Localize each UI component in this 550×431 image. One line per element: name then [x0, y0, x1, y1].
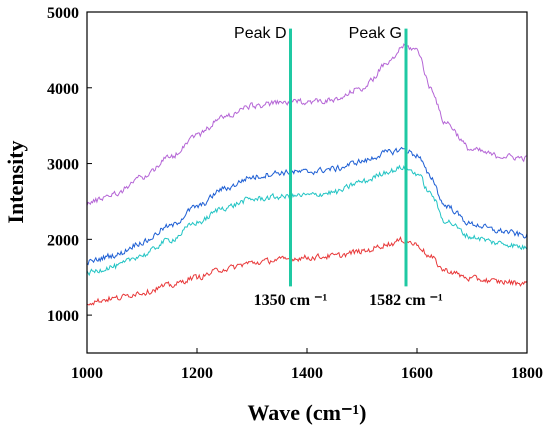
x-tick-label: 1600: [401, 365, 433, 382]
peak-marker-layer: Peak D 1350 cm ⁻¹ Peak G 1582 cm ⁻¹: [234, 25, 443, 309]
peak-value-label-2: 1582 cm ⁻¹: [369, 292, 443, 309]
y-axis-title: Intensity: [3, 140, 28, 223]
spectrum-line-2: [86, 146, 528, 266]
x-tick-label: 1800: [511, 365, 543, 382]
peak-value-label-1: 1350 cm ⁻¹: [254, 292, 328, 309]
y-tick-label: 4000: [47, 81, 79, 98]
x-axis-title: Wave (cm⁻¹): [247, 400, 366, 425]
spectrum-line-1: [86, 43, 528, 206]
y-tick-label: 3000: [47, 157, 79, 174]
series-layer: [86, 43, 528, 306]
y-tick-label: 2000: [47, 232, 79, 249]
y-tick-label: 5000: [47, 5, 79, 22]
y-tick-label: 1000: [47, 308, 79, 325]
spectrum-line-3: [86, 164, 528, 277]
peak-label-1: Peak D: [234, 25, 286, 42]
x-tick-label: 1000: [71, 365, 103, 382]
spectrum-line-4: [86, 236, 528, 306]
x-tick-label: 1200: [181, 365, 213, 382]
x-tick-label: 1400: [291, 365, 323, 382]
peak-label-2: Peak G: [349, 25, 402, 42]
axis-layer: 1000 1200 1400 1600 1800 1000 2000 3000 4000 5000: [47, 5, 543, 382]
